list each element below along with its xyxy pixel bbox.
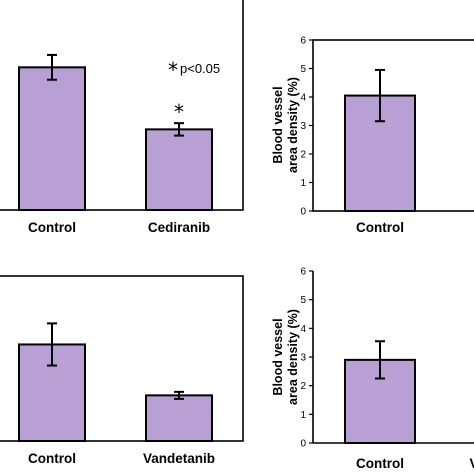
y-tick-label: 3 — [300, 353, 306, 364]
chart-panel-2: 0 1 2 3 4 5 6 Blood vessel area density (%) Contr… — [271, 36, 474, 235]
bar — [145, 394, 213, 442]
bar — [145, 128, 213, 211]
y-axis-title-line: area density (%) — [286, 309, 300, 405]
plot-frame — [0, 0, 244, 211]
y-tick-label: 1 — [300, 410, 306, 421]
x-category-label: Control — [28, 451, 76, 466]
y-tick-label: 1 — [300, 178, 306, 189]
y-tick-label: 5 — [300, 295, 306, 306]
y-tick-label: 4 — [300, 93, 306, 104]
y-tick-label: 3 — [300, 121, 306, 132]
chart-panel-4: 0 1 2 3 4 5 6 Blood vessel area density (%) Contr… — [271, 267, 474, 471]
y-axis-title: Blood vessel area density (%) — [271, 77, 300, 173]
x-category-label: V — [469, 456, 474, 471]
y-tick-label: 0 — [300, 439, 306, 450]
chart-panel-3: Control Vandetanib — [0, 275, 244, 466]
y-axis-title-line: Blood vessel — [271, 86, 285, 163]
x-category-label: Control — [356, 220, 404, 235]
y-tick-label: 4 — [300, 324, 306, 335]
y-axis-title: Blood vessel area density (%) — [271, 309, 300, 405]
significance-star: * — [174, 100, 184, 124]
y-tick-label: 0 — [300, 207, 306, 218]
y-tick-label: 2 — [300, 381, 306, 392]
bar — [18, 66, 86, 212]
y-tick-label: 6 — [300, 36, 306, 47]
y-axis-title-line: Blood vessel — [271, 318, 285, 395]
y-axis-title-line: area density (%) — [286, 77, 300, 173]
significance-note: p<0.05 — [180, 61, 220, 76]
x-category-label: Vandetanib — [143, 451, 215, 466]
chart-panel-1: Control Cediranib** p<0.05 — [0, 0, 244, 235]
plot-frame — [0, 275, 244, 442]
x-category-label: Cediranib — [148, 220, 210, 235]
x-category-label: Control — [356, 456, 404, 471]
y-tick-label: 6 — [300, 267, 306, 278]
y-tick-label: 5 — [300, 64, 306, 75]
legend-star: * — [168, 58, 178, 82]
y-tick-label: 2 — [300, 150, 306, 161]
x-category-label: Control — [28, 220, 76, 235]
